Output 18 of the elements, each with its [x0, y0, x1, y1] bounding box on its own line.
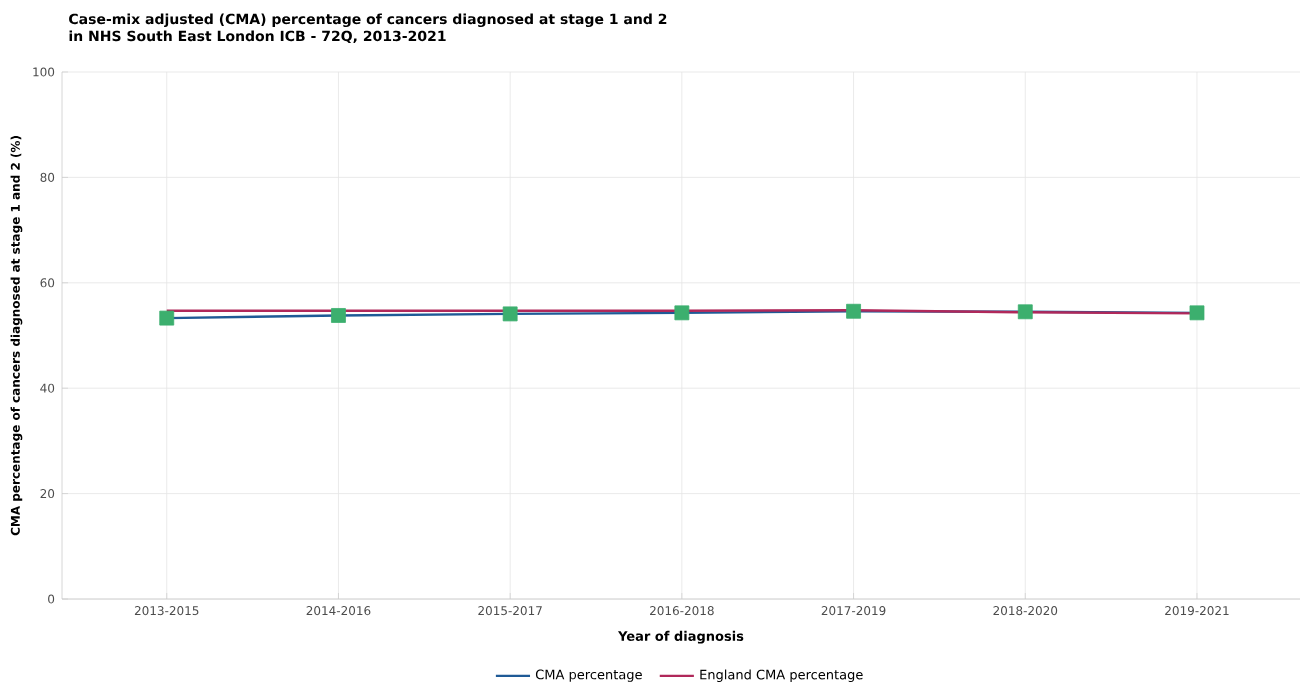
x-tick-label: 2019-2021 [1165, 606, 1229, 616]
legend-label: England CMA percentage [700, 669, 863, 682]
x-axis-title: Year of diagnosis [617, 630, 744, 644]
chart-title: Case-mix adjusted (CMA) percentage of cancers diagnosed at stage 1 and 2 in NHS South East London ICB - 72Q, 2013-2021 [69, 13, 667, 44]
x-tick-label: 2015-2017 [478, 606, 542, 616]
y-tick-label: 40 [40, 383, 55, 393]
x-tick-label: 2014-2016 [306, 606, 371, 616]
y-tick-label: 60 [40, 278, 55, 288]
y-axis-title: CMA percentage of cancers diagnosed at stage 1 and 2 (%) [10, 136, 23, 536]
x-tick-label: 2017-2019 [821, 606, 886, 616]
legend-label: CMA percentage [535, 669, 642, 682]
y-tick-label: 20 [40, 489, 55, 499]
y-tick-label: 0 [48, 594, 55, 604]
x-tick-label: 2018-2020 [993, 606, 1058, 616]
x-tick-label: 2013-2015 [134, 606, 199, 616]
y-tick-label: 80 [40, 172, 55, 182]
y-tick-label: 100 [33, 67, 55, 77]
x-tick-label: 2016-2018 [650, 606, 714, 616]
